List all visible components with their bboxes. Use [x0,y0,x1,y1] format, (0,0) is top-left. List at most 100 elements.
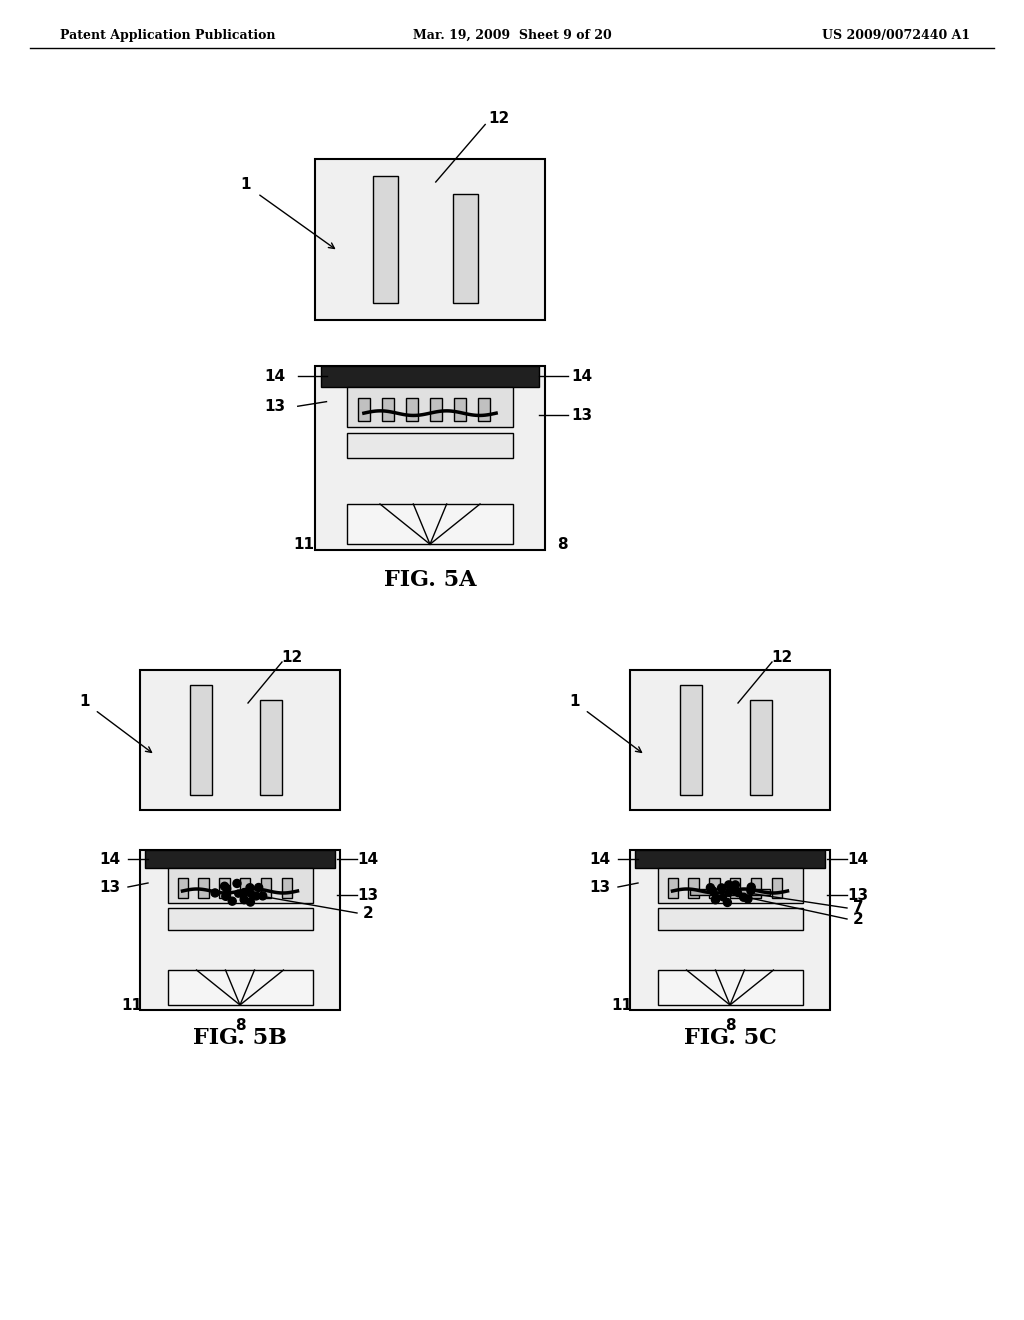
Circle shape [241,896,248,904]
Text: US 2009/0072440 A1: US 2009/0072440 A1 [822,29,970,41]
Bar [190,685,212,795]
Bar [140,850,340,1010]
Bar [478,399,489,421]
Bar [168,970,312,1005]
Circle shape [255,883,263,891]
Text: 12: 12 [771,649,793,664]
Text: 14: 14 [99,851,121,866]
Circle shape [744,895,752,903]
Bar [177,878,188,898]
Circle shape [712,895,720,903]
Bar [347,387,513,426]
Bar [145,850,335,869]
Circle shape [234,890,242,898]
Bar [382,399,394,421]
Bar [688,878,698,898]
Circle shape [732,888,739,895]
Text: 2: 2 [362,906,374,920]
Bar [680,685,702,795]
Circle shape [222,884,230,892]
Bar [168,869,312,903]
Bar [657,869,803,903]
Circle shape [709,887,717,895]
Circle shape [746,887,755,895]
Bar [321,366,540,387]
Bar [347,504,513,544]
Bar [282,878,292,898]
Bar [347,433,513,458]
Text: 12: 12 [488,111,510,127]
Text: 13: 13 [357,887,379,903]
Circle shape [247,898,254,906]
Text: 13: 13 [590,879,610,895]
Bar [710,878,720,898]
Bar [168,908,312,931]
Text: 13: 13 [571,408,592,422]
Bar [630,671,830,810]
Bar [199,878,209,898]
Circle shape [211,888,219,896]
Bar [750,700,772,795]
Text: 14: 14 [264,368,286,384]
Bar [261,878,271,898]
Text: Mar. 19, 2009  Sheet 9 of 20: Mar. 19, 2009 Sheet 9 of 20 [413,29,611,41]
Circle shape [734,890,741,896]
Bar [454,399,466,421]
Bar [772,878,782,898]
Bar [373,177,397,302]
Text: 14: 14 [357,851,379,866]
Text: 14: 14 [571,368,592,384]
Circle shape [739,894,748,902]
Text: 1: 1 [241,177,251,191]
Text: FIG. 5C: FIG. 5C [684,1027,776,1049]
Circle shape [222,892,229,900]
Bar [430,399,442,421]
Text: 11: 11 [122,998,142,1012]
Text: 11: 11 [611,998,633,1012]
Bar [260,700,282,795]
Bar [630,850,830,1010]
Circle shape [228,898,237,906]
Bar [690,888,770,895]
Bar [751,878,761,898]
Circle shape [246,883,254,892]
Circle shape [707,883,715,892]
Text: 13: 13 [264,399,286,413]
Circle shape [252,892,260,900]
Circle shape [249,891,256,899]
Text: FIG. 5A: FIG. 5A [384,569,476,591]
Text: 14: 14 [848,851,868,866]
Text: 8: 8 [725,1018,735,1032]
Text: 13: 13 [99,879,121,895]
Bar [315,366,545,550]
Text: 8: 8 [234,1018,246,1032]
Bar [730,878,740,898]
Circle shape [725,890,732,896]
Circle shape [233,879,241,887]
Text: 12: 12 [282,649,303,664]
Text: 8: 8 [557,537,567,552]
Text: FIG. 5B: FIG. 5B [193,1027,287,1049]
Text: 2: 2 [853,912,863,927]
Circle shape [731,880,739,888]
Bar [453,194,478,302]
Bar [635,850,825,869]
Text: 13: 13 [848,887,868,903]
Bar [219,878,229,898]
Circle shape [718,884,726,892]
Bar [240,878,251,898]
Text: 7: 7 [853,900,863,916]
Circle shape [220,882,228,890]
Circle shape [730,886,737,894]
Circle shape [723,899,731,907]
Bar [657,970,803,1005]
Bar [657,908,803,931]
Circle shape [241,888,248,895]
Circle shape [720,894,727,900]
Text: 11: 11 [293,537,314,552]
Bar [140,671,340,810]
Bar [668,878,678,898]
Text: Patent Application Publication: Patent Application Publication [60,29,275,41]
Text: 1: 1 [569,694,581,710]
Bar [407,399,418,421]
